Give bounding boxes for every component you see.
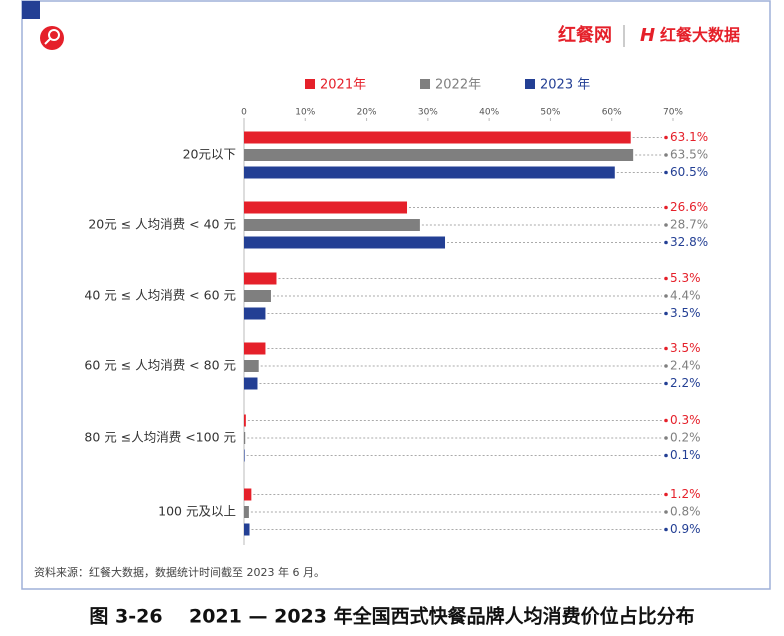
- chart-frame: [21, 0, 771, 590]
- x-tick-label: 20%: [357, 108, 377, 118]
- value-label: 0.3%: [670, 413, 701, 427]
- value-label: 32.8%: [670, 235, 708, 249]
- leader-dot: [664, 381, 668, 386]
- bar: [244, 488, 252, 501]
- bar: [244, 377, 258, 390]
- bar: [244, 166, 615, 179]
- x-tick-label: 60%: [602, 108, 622, 118]
- value-label: 28.7%: [670, 218, 708, 232]
- legend-swatch: [420, 79, 430, 89]
- value-label: 3.5%: [670, 341, 701, 355]
- leader-dot: [664, 436, 668, 440]
- value-label: 60.5%: [670, 165, 708, 179]
- legend-label: 2022年: [435, 78, 481, 93]
- x-tick-label: 0: [241, 108, 247, 118]
- leader-dot: [664, 418, 668, 423]
- bar: [244, 131, 631, 144]
- legend-label: 2021年: [320, 78, 366, 93]
- leader-dot: [664, 170, 668, 175]
- legend-swatch: [525, 79, 535, 89]
- category-label: 60 元 ≤ 人均消费 < 80 元: [84, 358, 236, 373]
- logo-h: H: [640, 25, 655, 46]
- category-label: 80 元 ≤人均消费 <100 元: [84, 430, 236, 445]
- x-tick-label: 10%: [295, 108, 315, 118]
- value-label: 63.1%: [670, 130, 708, 144]
- leader-dot: [664, 492, 668, 497]
- leader-dot: [664, 223, 668, 227]
- leader-dot: [664, 153, 668, 157]
- leader-dot: [664, 453, 668, 458]
- logo-site: 红餐网: [558, 24, 612, 46]
- leader-dot: [664, 346, 668, 351]
- bar: [244, 290, 271, 302]
- figure-caption: 图 3-26 2021 — 2023 年全国西式快餐品牌人均消费价位占比分布: [89, 605, 694, 628]
- category-label: 100 元及以上: [158, 504, 236, 519]
- value-label: 2.4%: [670, 359, 701, 373]
- value-label: 0.8%: [670, 505, 701, 519]
- value-label: 5.3%: [670, 271, 701, 285]
- bar: [244, 432, 246, 444]
- icon-handle: [44, 38, 51, 45]
- leader-dot: [664, 311, 668, 316]
- leader-dot: [664, 205, 668, 210]
- category-label: 40 元 ≤ 人均消费 < 60 元: [84, 288, 236, 303]
- value-label: 0.1%: [670, 448, 701, 462]
- corner-mark: [22, 1, 40, 19]
- leader-dot: [664, 294, 668, 298]
- category-label: 20元 ≤ 人均消费 < 40 元: [88, 217, 236, 232]
- bar: [244, 219, 420, 231]
- bar: [244, 272, 277, 285]
- bar: [244, 523, 250, 536]
- leader-dot: [664, 276, 668, 281]
- x-tick-label: 30%: [418, 108, 438, 118]
- bar: [244, 307, 266, 320]
- bar: [244, 506, 249, 518]
- bar: [244, 449, 245, 462]
- leader-dot: [664, 240, 668, 245]
- x-tick-label: 50%: [540, 108, 560, 118]
- source-note: 资料来源：红餐大数据，数据统计时间截至 2023 年 6 月。: [34, 565, 325, 579]
- legend-swatch: [305, 79, 315, 89]
- leader-dot: [664, 364, 668, 368]
- value-label: 0.2%: [670, 431, 701, 445]
- category-label: 20元以下: [183, 147, 236, 162]
- leader-dot: [664, 510, 668, 514]
- x-tick-label: 40%: [479, 108, 499, 118]
- bar: [244, 414, 246, 427]
- bar: [244, 360, 259, 372]
- bar: [244, 149, 634, 161]
- leader-dot: [664, 135, 668, 140]
- value-label: 0.9%: [670, 522, 701, 536]
- value-label: 63.5%: [670, 148, 708, 162]
- value-label: 26.6%: [670, 200, 708, 214]
- value-label: 4.4%: [670, 289, 701, 303]
- logo-brand: 红餐大数据: [660, 26, 740, 45]
- icon-glass: [48, 29, 60, 41]
- value-label: 3.5%: [670, 306, 701, 320]
- bar: [244, 201, 408, 214]
- bar: [244, 342, 266, 355]
- leader-dot: [664, 527, 668, 532]
- value-label: 1.2%: [670, 487, 701, 501]
- x-tick-label: 70%: [663, 108, 683, 118]
- value-label: 2.2%: [670, 376, 701, 390]
- legend-label: 2023 年: [540, 78, 590, 93]
- bar: [244, 236, 446, 249]
